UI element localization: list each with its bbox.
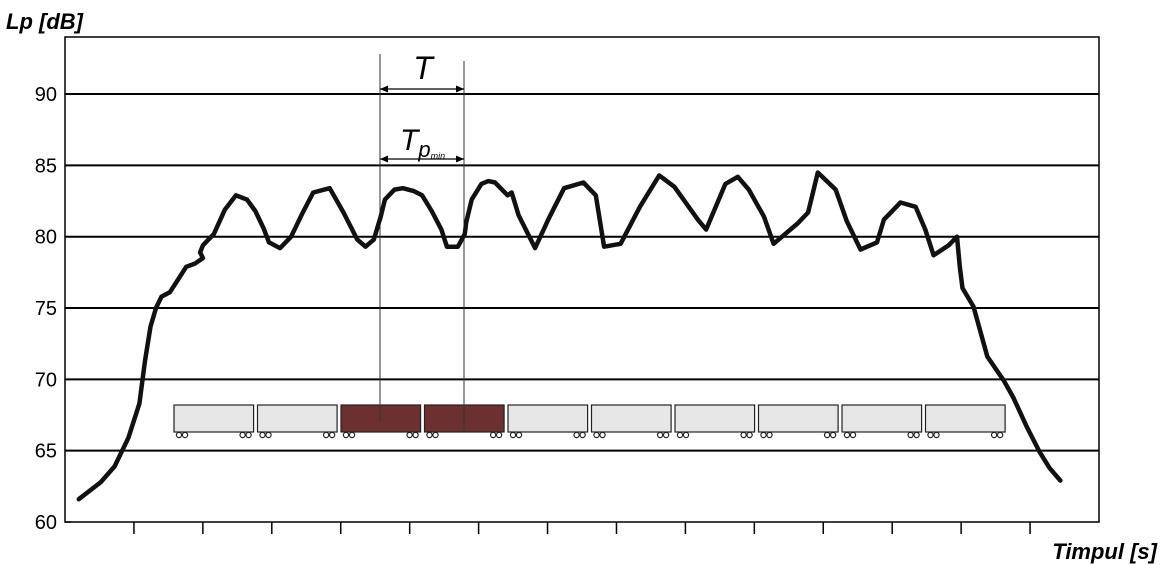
wagon-body [924, 404, 1006, 433]
wagon-wheel [259, 431, 266, 439]
wagon-body [340, 404, 422, 433]
gridlines [65, 93, 1099, 452]
wagon [841, 404, 923, 439]
wagon-wheel [495, 431, 503, 439]
x-axis [133, 522, 1031, 534]
wagon-wheel [933, 431, 940, 439]
wagon-wheel [656, 431, 664, 439]
wagon-body [256, 404, 338, 433]
wagon-wheel [682, 431, 690, 439]
tpmin-label-main: T [400, 124, 421, 157]
wagon-wheel [843, 431, 851, 439]
wagon-wheel [573, 431, 580, 439]
wagon-wheel [740, 431, 747, 439]
y-tick-label: 60 [35, 512, 57, 534]
wagon-wheel [265, 431, 272, 439]
wagon-wheel [509, 431, 517, 439]
wagon-wheel [322, 431, 330, 439]
wagon-wheel [766, 431, 773, 439]
wagon-body [757, 404, 839, 433]
tpmin-label: Tpmin [400, 124, 445, 162]
wagon-wheel [489, 431, 497, 439]
wagon-wheel [829, 431, 837, 439]
y-tick-label: 90 [35, 84, 57, 106]
plot-frame [64, 36, 1100, 523]
y-tick-label: 85 [35, 155, 57, 177]
arrow-head-right [456, 85, 464, 93]
wagon-body [674, 404, 756, 433]
y-tick-label: 70 [35, 369, 57, 391]
wagon-body [173, 404, 255, 433]
wagon-wheel [579, 431, 586, 439]
wagon-wheel [342, 431, 350, 439]
wagon-wheel [245, 431, 252, 439]
wagon [924, 404, 1006, 439]
wagon-wheel [593, 431, 600, 439]
wagon-wheel [348, 431, 356, 439]
y-axis: 60 65 70 75 80 85 90 [35, 84, 71, 534]
wagon-wheel [823, 431, 831, 439]
wagon-body [590, 404, 672, 433]
wagon [256, 404, 338, 439]
wagon [674, 404, 756, 439]
wagon-wheel [328, 431, 336, 439]
wagon-wheel [406, 431, 413, 439]
period-arrow [380, 85, 464, 93]
wagon-body [507, 404, 589, 433]
plot-border [64, 36, 1100, 523]
train-wagons [173, 404, 1006, 439]
wagon-wheel [990, 431, 998, 439]
tpmin-arrow [380, 155, 464, 163]
wagon-wheel [181, 431, 189, 439]
wagon [340, 404, 422, 439]
wagon-wheel [412, 431, 419, 439]
y-axis-title: Lp [dB] [6, 9, 84, 34]
series-line [76, 170, 1063, 502]
wagon-wheel [515, 431, 523, 439]
period-markers [379, 54, 465, 432]
wagon-body [841, 404, 923, 433]
wagon [173, 404, 255, 439]
wagon [590, 404, 672, 439]
y-tick-label: 75 [35, 298, 57, 320]
period-label: T [413, 50, 435, 86]
wagon-wheel [175, 431, 183, 439]
wagon [507, 404, 589, 439]
wagon-wheel [996, 431, 1004, 439]
wagon-wheel [426, 431, 433, 439]
x-axis-title: Timpul [s] [1052, 539, 1157, 564]
wagon [757, 404, 839, 439]
wagon-wheel [746, 431, 753, 439]
series-group [76, 170, 1063, 502]
wagon-wheel [239, 431, 246, 439]
wagon-wheel [849, 431, 857, 439]
wagon-wheel [599, 431, 606, 439]
tpmin-label-subsub: min [431, 151, 446, 161]
wagon-wheel [913, 431, 920, 439]
arrow-head-left [380, 155, 388, 163]
arrow-head-left [380, 85, 388, 93]
tpmin-label-sub: p [417, 137, 430, 162]
wagon-wheel [907, 431, 914, 439]
wagon-wheel [676, 431, 684, 439]
y-tick-label: 65 [35, 441, 57, 463]
arrow-head-right [456, 155, 464, 163]
wagon-wheel [760, 431, 767, 439]
wagon-wheel [662, 431, 670, 439]
wagon-wheel [927, 431, 934, 439]
y-tick-label: 80 [35, 227, 57, 249]
wagon-wheel [432, 431, 439, 439]
